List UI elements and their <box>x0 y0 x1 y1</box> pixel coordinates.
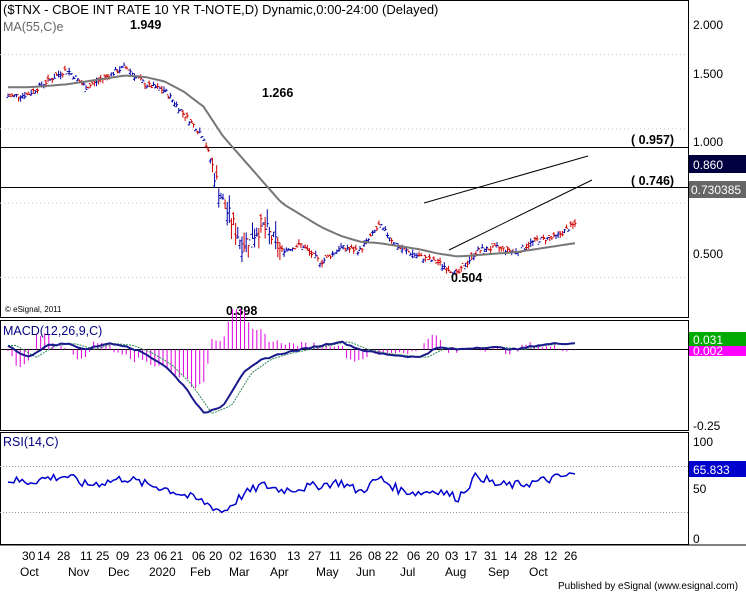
price-tick-1000: 1.000 <box>693 135 723 149</box>
date-tick: 03 <box>445 549 459 563</box>
rsi-panel <box>0 432 689 545</box>
wedge-upper-line <box>423 155 589 204</box>
price-panel <box>0 0 689 318</box>
date-tick: 21 <box>170 549 184 563</box>
date-tick: 12 <box>544 549 558 563</box>
macd-main-line <box>7 340 576 414</box>
footer-credit: Published by eSignal (www.esignal.com) <box>558 581 738 592</box>
macd-panel <box>0 320 689 431</box>
date-tick: 20 <box>426 549 440 563</box>
level-label-0746: ( 0.746) <box>631 174 674 188</box>
rsi-tag <box>689 461 746 477</box>
price-gridlines <box>0 54 688 278</box>
macd-label: MACD(12,26,9,C) <box>3 324 102 338</box>
month-label: 2020 <box>149 565 176 579</box>
ma-label: MA(55,C)e <box>3 20 63 34</box>
date-tick: 06 <box>192 549 206 563</box>
annotation-low: 0.398 <box>226 304 257 318</box>
date-tick: 20 <box>209 549 223 563</box>
rsi-tick-100: 100 <box>693 435 713 449</box>
date-tick: 06 <box>407 549 421 563</box>
date-tick: 02 <box>229 549 243 563</box>
month-label: Oct <box>529 565 548 579</box>
date-tick: 27 <box>308 549 322 563</box>
date-tick: 14 <box>504 549 518 563</box>
month-label: Mar <box>229 565 250 579</box>
month-label: May <box>316 565 339 579</box>
macd-signal-value: 0.002 <box>693 344 723 358</box>
month-label: Nov <box>68 565 89 579</box>
annotation-high: 1.949 <box>130 18 161 32</box>
date-tick: 30 <box>263 549 277 563</box>
date-tick: 13 <box>287 549 301 563</box>
annotation-1266: 1.266 <box>262 86 293 100</box>
date-tick-labels: 30 14 28 11 25 09 23 06 21 06 20 02 16 30 13 27 11 26 08 22… <box>22 549 578 563</box>
price-tick-0500: 0.500 <box>693 247 723 261</box>
annotation-0504: 0.504 <box>451 271 482 285</box>
date-tick: 25 <box>96 549 110 563</box>
date-tick: 28 <box>524 549 538 563</box>
date-tick: 16 <box>249 549 263 563</box>
date-tick: 11 <box>329 549 342 563</box>
macd-main-value: 0.031 <box>693 333 723 347</box>
macd-axis-tick: -0.25 <box>693 419 721 433</box>
ma-price-tag <box>689 181 746 198</box>
date-tick: 22 <box>385 549 399 563</box>
price-bars <box>6 62 577 278</box>
date-tick: 26 <box>564 549 578 563</box>
date-tick: 31 <box>484 549 498 563</box>
rsi-line <box>7 471 576 514</box>
date-tick: 09 <box>116 549 130 563</box>
month-label: Jun <box>356 565 375 579</box>
month-label: Jul <box>400 565 415 579</box>
date-tick: 17 <box>464 549 478 563</box>
rsi-label: RSI(14,C) <box>3 435 59 449</box>
date-tick: 30 <box>22 549 36 563</box>
month-label: Aug <box>445 565 466 579</box>
copyright-label: © eSignal, 2011 <box>5 305 62 314</box>
last-price-value: 0.860 <box>693 158 723 172</box>
last-price-tag <box>689 155 746 173</box>
date-tick: 28 <box>57 549 71 563</box>
date-tick: 06 <box>154 549 168 563</box>
rsi-value: 65.833 <box>693 463 730 477</box>
month-label: Feb <box>190 565 211 579</box>
ma-price-value: 0.730385 <box>691 183 741 197</box>
rsi-tick-50: 50 <box>693 482 707 496</box>
date-tick: 14 <box>37 549 51 563</box>
level-label-0957: ( 0.957) <box>631 133 674 147</box>
macd-signal-tag <box>689 346 746 356</box>
macd-histogram <box>7 308 576 389</box>
date-tick: 26 <box>349 549 363 563</box>
month-label: Apr <box>270 565 289 579</box>
rsi-tick-0: 0 <box>693 532 700 546</box>
macd-main-tag <box>689 332 746 346</box>
price-tick-1500: 1.500 <box>693 67 723 81</box>
month-labels: Oct Nov Dec 2020 Feb Mar Apr May Jun Jul Aug Sep Oct <box>20 565 548 579</box>
wedge-lower-line <box>448 179 593 251</box>
ma-55-line <box>8 74 576 258</box>
month-label: Oct <box>20 565 39 579</box>
date-tick: 08 <box>368 549 382 563</box>
month-label: Sep <box>488 565 510 579</box>
price-tick-2000: 2.000 <box>693 18 723 32</box>
month-label: Dec <box>108 565 129 579</box>
date-tick: 23 <box>136 549 150 563</box>
chart-title: ($TNX - CBOE INT RATE 10 YR T-NOTE,D) Dy… <box>3 2 438 17</box>
date-tick: 11 <box>80 549 93 563</box>
